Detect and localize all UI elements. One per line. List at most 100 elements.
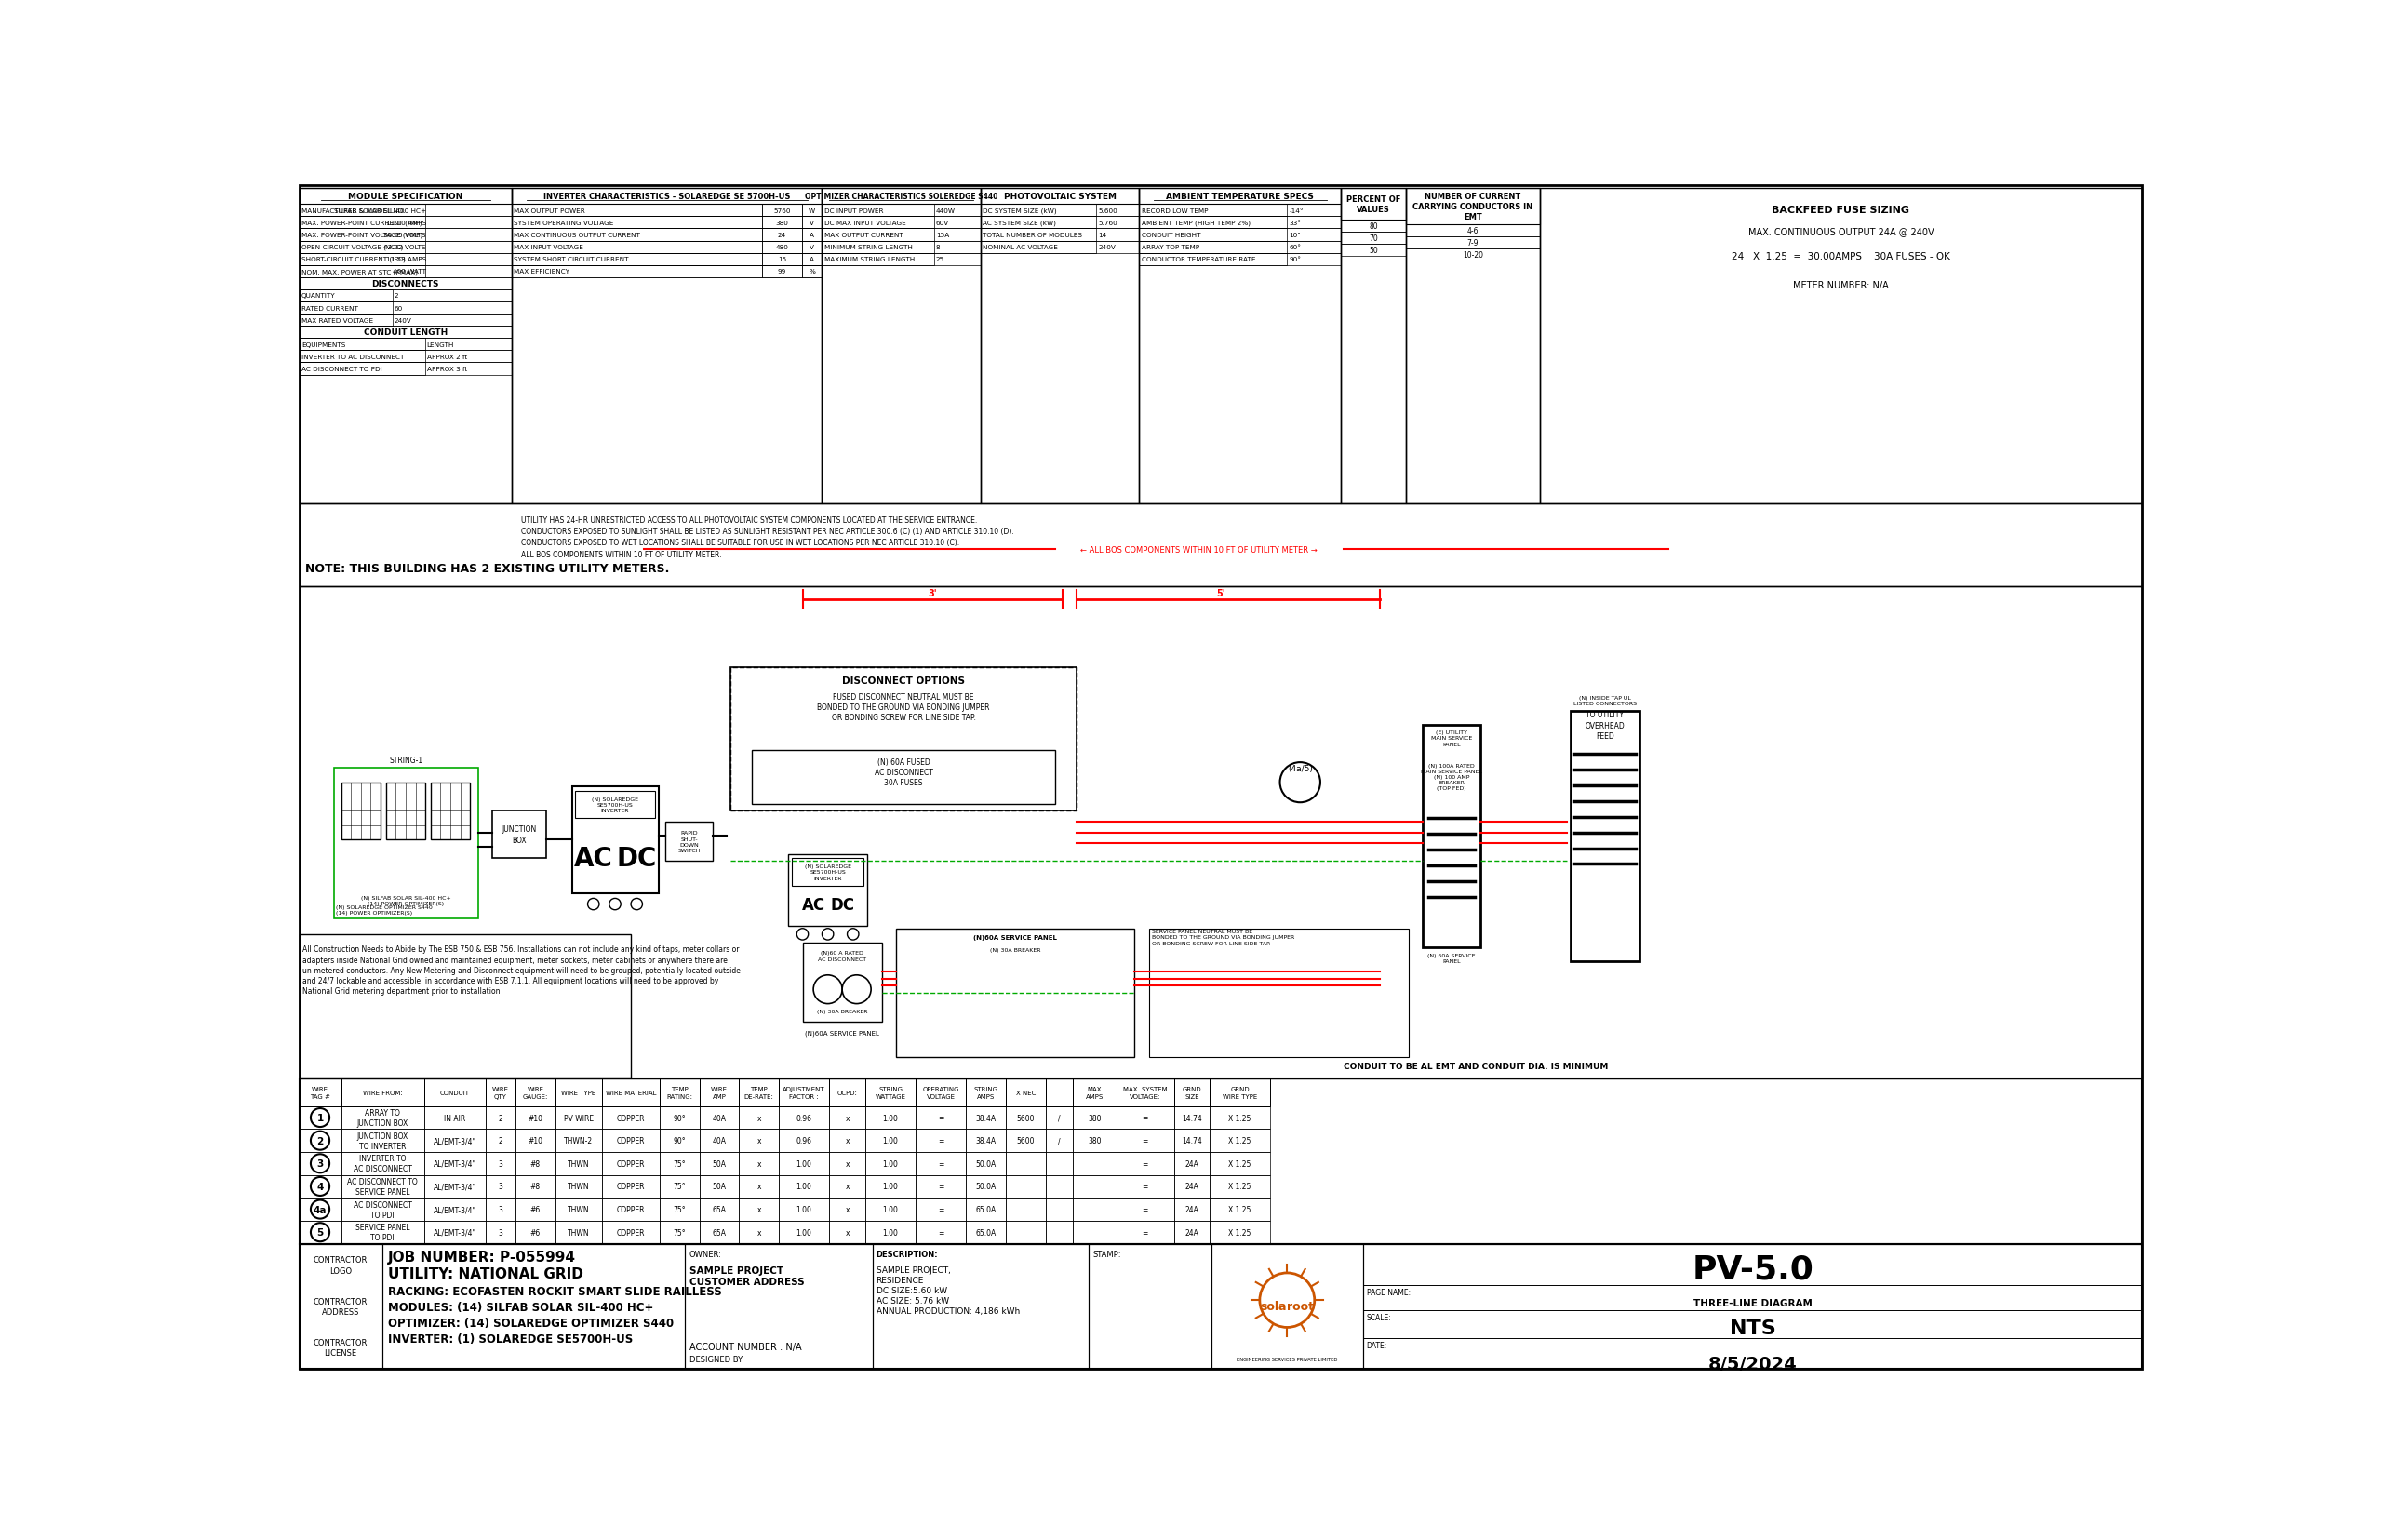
Bar: [779, 1129, 829, 1152]
Text: AL/EMT-3/4": AL/EMT-3/4": [434, 1206, 476, 1214]
Bar: [341, 782, 381, 839]
Bar: [1005, 1129, 1046, 1152]
Bar: [967, 1198, 1005, 1221]
Text: 38.4A: 38.4A: [977, 1113, 996, 1123]
Text: #8: #8: [531, 1160, 541, 1167]
Text: COPPER: COPPER: [617, 1160, 646, 1167]
Text: 80: 80: [1370, 222, 1379, 231]
Text: PV WIRE: PV WIRE: [565, 1113, 593, 1123]
Text: OPEN-CIRCUIT VOLTAGE (VOC): OPEN-CIRCUIT VOLTAGE (VOC): [303, 245, 403, 251]
Text: x: x: [757, 1206, 760, 1214]
Text: x: x: [757, 1113, 760, 1123]
Bar: [738, 1152, 779, 1175]
Bar: [555, 1129, 603, 1152]
Text: 1.00: 1.00: [796, 1229, 812, 1237]
Bar: [660, 1129, 700, 1152]
Text: 380: 380: [1089, 1113, 1100, 1123]
Bar: [915, 1198, 967, 1221]
Text: 50.0A: 50.0A: [977, 1183, 996, 1190]
Text: 14: 14: [1098, 233, 1108, 239]
Text: QUANTITY: QUANTITY: [303, 293, 336, 299]
Text: TOTAL NUMBER OF MODULES: TOTAL NUMBER OF MODULES: [984, 233, 1081, 239]
Bar: [1139, 229, 1341, 242]
Bar: [981, 217, 1096, 229]
Text: 40A: 40A: [712, 1137, 727, 1144]
Text: WIRE FROM:: WIRE FROM:: [362, 1090, 403, 1095]
Text: EQUIPMENTS: EQUIPMENTS: [303, 342, 345, 348]
Bar: [512, 229, 822, 242]
Text: JUNCTION
BOX: JUNCTION BOX: [503, 825, 536, 844]
Bar: [1046, 1175, 1072, 1198]
Text: x: x: [846, 1229, 850, 1237]
Bar: [1072, 1080, 1117, 1106]
Text: 38.4A: 38.4A: [977, 1137, 996, 1144]
Bar: [515, 1129, 555, 1152]
Bar: [486, 1175, 515, 1198]
Bar: [686, 1244, 872, 1369]
Bar: [1210, 1221, 1270, 1244]
Bar: [822, 189, 981, 504]
Bar: [512, 266, 762, 277]
Bar: [431, 782, 469, 839]
Bar: [515, 1198, 555, 1221]
Bar: [1117, 1080, 1174, 1106]
Text: NTS: NTS: [1729, 1320, 1775, 1338]
Bar: [572, 787, 657, 893]
Text: 1.00: 1.00: [796, 1206, 812, 1214]
Bar: [1139, 242, 1341, 254]
Bar: [665, 822, 712, 861]
Bar: [865, 1175, 915, 1198]
Bar: [822, 242, 981, 254]
Bar: [1210, 1198, 1270, 1221]
Bar: [1341, 220, 1405, 233]
Text: SYSTEM OPERATING VOLTAGE: SYSTEM OPERATING VOLTAGE: [515, 220, 615, 226]
Text: MAX INPUT VOLTAGE: MAX INPUT VOLTAGE: [515, 245, 584, 249]
Bar: [1174, 1106, 1210, 1129]
Bar: [829, 1175, 865, 1198]
Text: OPTIMIZER: (14) SOLAREDGE OPTIMIZER S440: OPTIMIZER: (14) SOLAREDGE OPTIMIZER S440: [388, 1317, 674, 1329]
Text: X NEC: X NEC: [1015, 1090, 1036, 1095]
Bar: [822, 189, 981, 205]
Text: DC INPUT POWER: DC INPUT POWER: [824, 208, 884, 214]
Bar: [300, 302, 393, 314]
Bar: [762, 266, 803, 277]
Text: 36.05 VOLTS: 36.05 VOLTS: [384, 233, 426, 239]
Bar: [1139, 242, 1286, 254]
Text: 3: 3: [498, 1229, 503, 1237]
Text: 240V: 240V: [395, 317, 412, 323]
Bar: [1405, 225, 1539, 237]
Text: 14.74: 14.74: [1181, 1137, 1203, 1144]
Text: DC: DC: [617, 845, 657, 872]
Bar: [865, 1152, 915, 1175]
Bar: [762, 217, 803, 229]
Text: IN AIR: IN AIR: [443, 1113, 464, 1123]
Bar: [967, 1080, 1005, 1106]
Bar: [1139, 217, 1286, 229]
Bar: [1139, 189, 1341, 205]
Text: X 1.25: X 1.25: [1229, 1137, 1251, 1144]
Text: NOMINAL AC VOLTAGE: NOMINAL AC VOLTAGE: [984, 245, 1058, 249]
Text: 60: 60: [395, 305, 403, 311]
Text: CONDUCTOR TEMPERATURE RATE: CONDUCTOR TEMPERATURE RATE: [1141, 257, 1255, 262]
Text: A: A: [810, 233, 815, 239]
Bar: [981, 229, 1139, 242]
Text: =: =: [939, 1160, 943, 1167]
Bar: [341, 1080, 424, 1106]
Text: 50.0A: 50.0A: [977, 1160, 996, 1167]
Bar: [486, 1152, 515, 1175]
Text: All Construction Needs to Abide by The ESB 750 & ESB 756. Installations can not : All Construction Needs to Abide by The E…: [303, 946, 741, 995]
Bar: [486, 1080, 515, 1106]
Bar: [915, 1080, 967, 1106]
Bar: [822, 217, 934, 229]
Text: MAX OUTPUT CURRENT: MAX OUTPUT CURRENT: [824, 233, 903, 239]
Bar: [872, 1244, 1089, 1369]
Text: 65A: 65A: [712, 1206, 727, 1214]
Bar: [1005, 1221, 1046, 1244]
Bar: [822, 229, 934, 242]
Text: 400 WATT: 400 WATT: [393, 270, 426, 274]
Text: AC DISCONNECT TO
SERVICE PANEL: AC DISCONNECT TO SERVICE PANEL: [348, 1177, 417, 1197]
Text: (4a/5): (4a/5): [1289, 764, 1312, 773]
Text: AL/EMT-3/4": AL/EMT-3/4": [434, 1229, 476, 1237]
Bar: [915, 1152, 967, 1175]
Bar: [555, 1106, 603, 1129]
